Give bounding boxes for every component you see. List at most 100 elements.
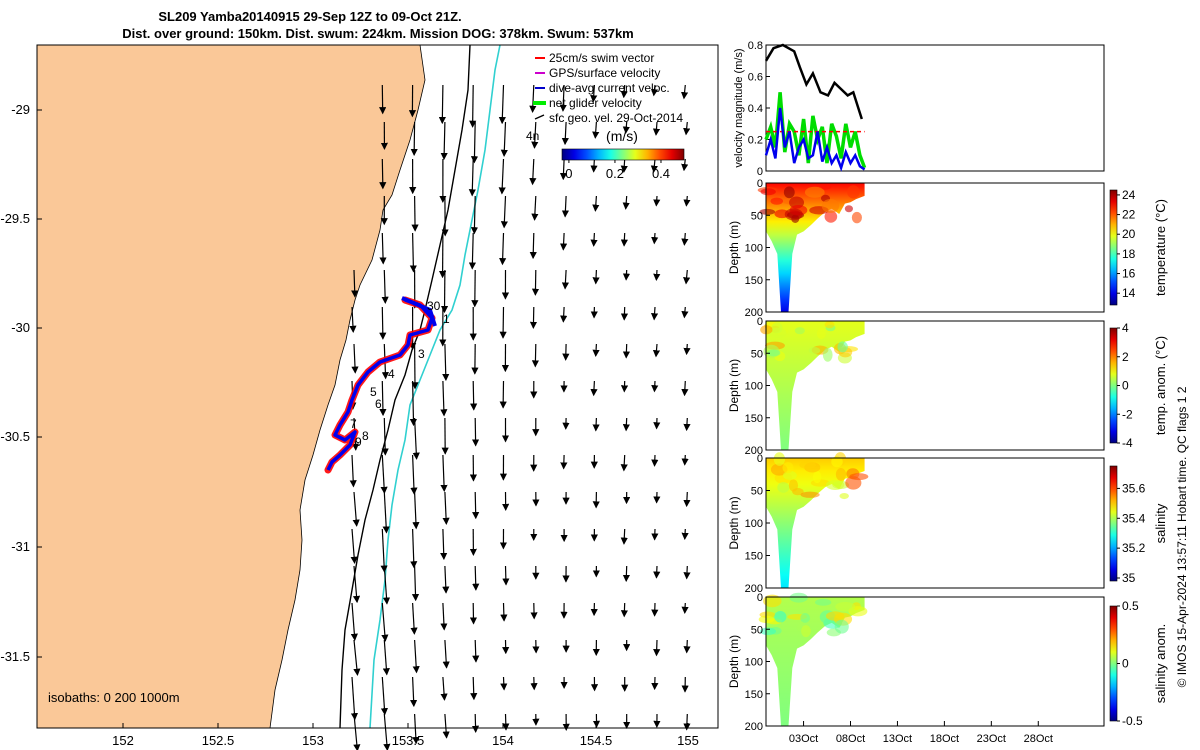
section-y-label: Depth (m) xyxy=(727,496,741,549)
section-y-tick-label: 50 xyxy=(751,348,763,360)
waypoint-label: 5 xyxy=(370,385,377,399)
section-colorbar xyxy=(1109,189,1118,306)
velocity-arrow xyxy=(652,343,661,358)
velocity-arrow xyxy=(592,195,600,212)
map-x-tick-label: 154.5 xyxy=(580,733,613,748)
section-colorbar-tick-label: 35.4 xyxy=(1122,511,1146,525)
velocity-arrow xyxy=(650,306,659,321)
velocity-arrow xyxy=(531,121,539,149)
map-x-tick-label: 153.5 xyxy=(392,733,425,748)
velocity-arrow xyxy=(470,195,479,235)
waypoint-label: 3 xyxy=(418,347,425,361)
velocity-arrow xyxy=(470,676,478,701)
velocity-arrow xyxy=(381,417,389,456)
section-texture xyxy=(815,598,832,606)
velocity-series-line xyxy=(764,43,863,120)
velocity-arrow xyxy=(350,528,358,564)
section-colorbar-tick-label: 4 xyxy=(1122,321,1129,335)
velocity-arrow xyxy=(500,121,508,157)
section-texture xyxy=(783,186,795,199)
section-texture xyxy=(835,602,856,612)
velocity-arrow xyxy=(560,306,568,323)
velocity-arrow xyxy=(410,676,418,708)
velocity-arrow xyxy=(502,565,510,586)
velocity-arrow xyxy=(410,602,418,635)
waypoint-label: 1 xyxy=(443,312,450,326)
section-colorbar-tick-label: -0.5 xyxy=(1122,714,1143,728)
section-texture xyxy=(759,208,776,215)
velocity-arrow xyxy=(410,528,418,569)
velocity-arrow xyxy=(442,491,450,525)
velocity-arrow xyxy=(529,158,537,186)
map-y-tick-label: -31.5 xyxy=(0,649,30,664)
velocity-arrow xyxy=(620,454,628,472)
velocity-arrow xyxy=(381,269,389,304)
velocity-arrow xyxy=(622,121,630,134)
velocity-arrow xyxy=(472,639,480,663)
section-y-tick-label: 0 xyxy=(757,592,763,604)
date-tick-label: 28Oct xyxy=(1024,733,1053,745)
velocity-arrow xyxy=(412,417,420,460)
velocity-arrow xyxy=(683,343,691,356)
glider-track-current xyxy=(401,296,437,327)
section-y-tick-label: 50 xyxy=(751,486,763,498)
velocity-arrow xyxy=(470,121,479,164)
velocity-arrow xyxy=(502,713,510,731)
waypoint-label: 4 xyxy=(388,367,395,381)
velocity-arrow xyxy=(470,380,478,411)
section-y-tick-label: 0 xyxy=(757,316,763,328)
velocity-arrow xyxy=(438,84,446,125)
section-texture xyxy=(773,452,786,466)
velocity-arrow xyxy=(681,84,689,100)
section-colorbar-tick-label: 22 xyxy=(1122,208,1136,222)
velocity-arrow xyxy=(681,454,689,466)
velocity-arrow xyxy=(681,158,689,172)
section-colorbar-label: temp. anom. (°C) xyxy=(1153,336,1168,435)
velocity-arrow xyxy=(440,676,448,701)
velocity-arrow xyxy=(469,84,477,128)
velocity-arrow xyxy=(351,343,359,374)
velocity-arrow xyxy=(349,306,357,333)
date-tick-label: 23Oct xyxy=(977,733,1006,745)
map-y-tick-label: -30.5 xyxy=(0,429,30,444)
section-texture xyxy=(767,349,781,357)
velocity-arrow xyxy=(500,195,508,229)
velocity-arrow xyxy=(622,195,630,210)
velocity-arrow xyxy=(472,491,480,520)
velocity-arrow xyxy=(442,639,450,669)
footer-side-text: © IMOS 15-Apr-2024 13:57:11 Hobart time.… xyxy=(1175,386,1189,687)
section-y-tick-label: 200 xyxy=(745,721,763,733)
section-texture xyxy=(824,210,838,223)
section-colorbar-label: temperature (°C) xyxy=(1153,199,1168,296)
velocity-arrow xyxy=(412,491,420,530)
section-colorbar-tick-label: -4 xyxy=(1122,436,1133,450)
section-y-tick-label: 50 xyxy=(751,210,763,222)
velocity-arrow xyxy=(352,491,360,527)
section-panel-salinity: 0 50 100 150 200 Depth (m) 35 35.2 35.4 35.6 salin… xyxy=(727,452,1168,595)
velocity-arrow xyxy=(411,195,419,232)
section-texture xyxy=(821,199,840,213)
section-y-tick-label: 100 xyxy=(745,657,763,669)
section-y-tick-label: 100 xyxy=(745,518,763,530)
velocity-arrow xyxy=(468,232,477,270)
section-texture xyxy=(847,185,860,199)
velocity-arrow xyxy=(412,639,420,674)
map-frame xyxy=(36,44,719,729)
velocity-arrow xyxy=(653,269,661,282)
section-texture xyxy=(839,492,849,500)
velocity-arrow xyxy=(683,639,691,654)
velocity-arrow xyxy=(529,232,537,260)
title-line-1: SL209 Yamba20140915 29-Sep 12Z to 09-Oct… xyxy=(158,9,461,24)
isobath-200m xyxy=(339,44,471,729)
velocity-arrow xyxy=(353,713,361,750)
section-texture xyxy=(782,462,794,474)
map-y-tick-label: -29.5 xyxy=(0,211,30,226)
section-colorbar xyxy=(1109,605,1118,722)
section-colorbar-tick-label: 16 xyxy=(1122,267,1136,281)
velocity-arrow xyxy=(500,602,508,622)
legend-label: net glider velocity xyxy=(549,96,642,110)
velocity-arrow xyxy=(650,158,658,173)
legend-swatch xyxy=(534,114,545,120)
